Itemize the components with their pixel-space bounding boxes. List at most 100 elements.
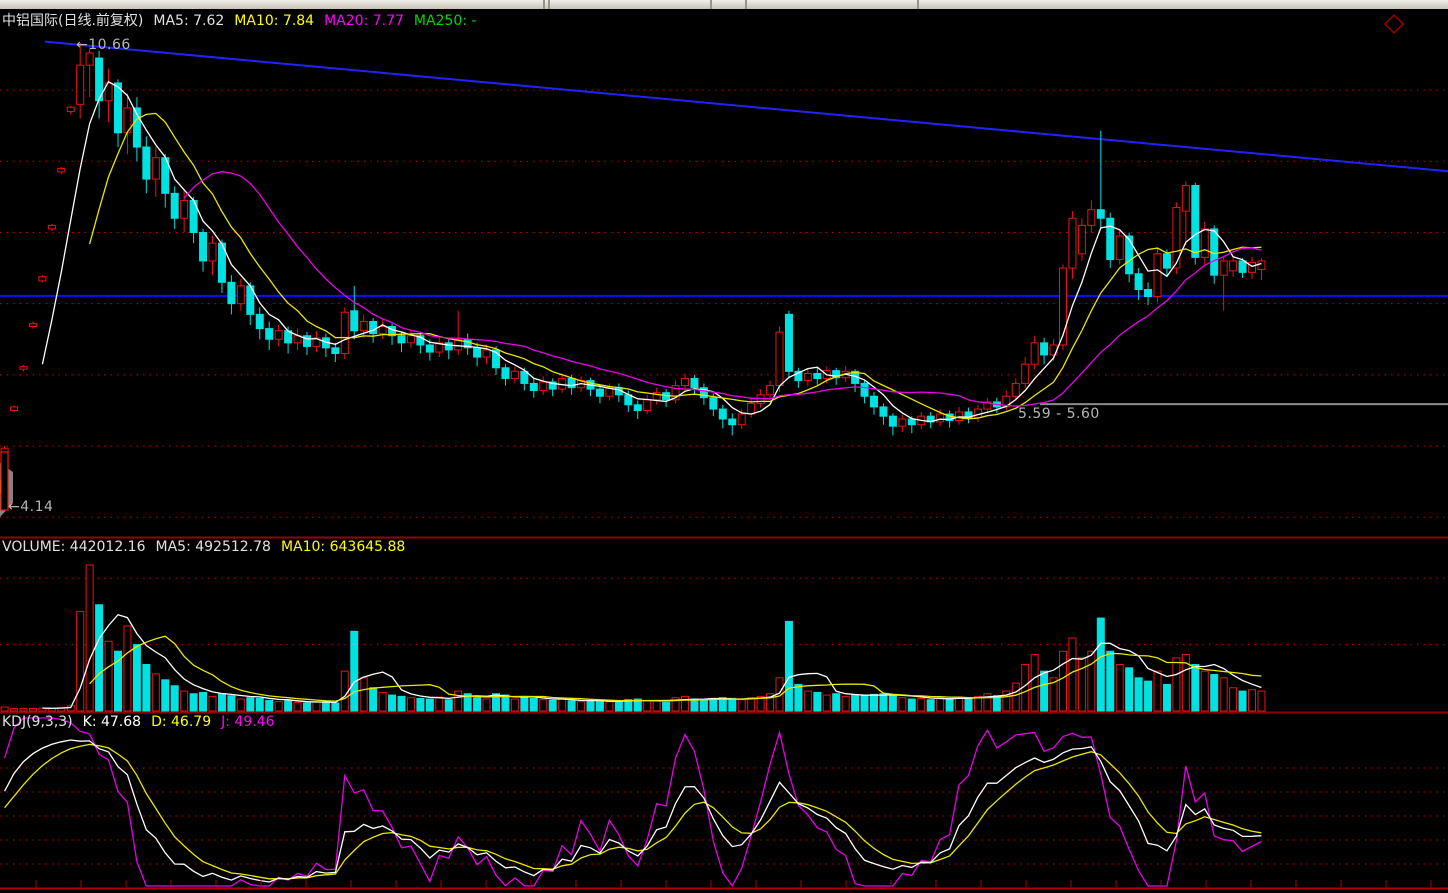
volume-bar — [1134, 677, 1143, 712]
volume-bar — [662, 701, 671, 712]
candle-body — [832, 370, 841, 379]
volume-bar — [350, 630, 359, 712]
peak-price-label: ←10.66 — [76, 37, 131, 53]
volume-bar — [1096, 617, 1105, 712]
ma10-readout: MA10: 7.84 — [234, 13, 315, 29]
candle-body — [199, 231, 208, 262]
candle-body — [548, 381, 557, 390]
candle-body — [728, 418, 737, 426]
volume-bar — [104, 640, 113, 712]
candle-body — [936, 413, 945, 423]
volume-bar — [454, 690, 463, 712]
candle-body — [870, 395, 878, 408]
candle-body — [114, 82, 122, 134]
volume-bar — [397, 695, 406, 712]
candle-body — [274, 330, 283, 340]
candle-body — [1068, 217, 1077, 269]
candle-body — [1144, 288, 1153, 298]
candle-body — [794, 370, 803, 382]
ma20-readout: MA20: 7.77 — [324, 13, 404, 29]
candle-body — [1162, 253, 1171, 269]
volume-bar — [416, 697, 425, 712]
volume-bar — [1077, 657, 1086, 712]
main-chart-header: 中铝国际(日线.前复权) MA5: 7.62 MA10: 7.84 MA20: 7.7… — [2, 10, 487, 30]
volume-bar — [142, 664, 151, 712]
trendline — [44, 40, 1448, 173]
candle-body — [95, 57, 104, 102]
candle-body — [38, 276, 47, 282]
volume-bar — [463, 693, 472, 712]
volume-bar — [983, 693, 992, 712]
volume-bar — [973, 695, 982, 712]
ma5-readout: MA5: 7.62 — [153, 13, 225, 29]
candle-body — [331, 347, 340, 355]
volume-bar — [1238, 690, 1247, 712]
kdj-area[interactable] — [0, 712, 1448, 884]
candle-body — [416, 335, 425, 346]
volume-panel-header: VOLUME: 442012.16 MA5: 492512.78 MA10: 643… — [2, 539, 415, 555]
candle-body — [76, 64, 85, 105]
main-chart-area[interactable] — [0, 9, 1448, 537]
volume-bar — [1040, 670, 1049, 712]
volume-bar — [633, 698, 642, 712]
candle-body — [1125, 235, 1134, 275]
kdj-params-label: KDJ(9,3,3) — [2, 714, 73, 730]
candle-body — [1077, 224, 1086, 255]
candle-body — [595, 388, 604, 397]
volume-bar — [1144, 680, 1153, 712]
candle-body — [539, 381, 548, 392]
candle-body — [180, 199, 189, 219]
volume-bar — [756, 695, 765, 712]
volume-bar — [170, 685, 179, 712]
volume-bar — [1002, 690, 1011, 712]
candle-body — [1011, 382, 1020, 397]
volume-bar — [539, 699, 548, 712]
candle-body — [66, 106, 75, 112]
low-price-label: ←4.14 — [8, 499, 54, 515]
vol-ma10-readout: MA10: 643645.88 — [280, 539, 406, 555]
ma250-readout: MA250: - — [413, 13, 477, 29]
vol-ma5-readout: MA5: 492512.78 — [155, 539, 271, 555]
volume-bar — [208, 695, 217, 712]
volume-area[interactable] — [0, 537, 1448, 712]
candle-body — [1229, 260, 1238, 272]
volume-bar — [473, 697, 482, 712]
time-axis — [0, 884, 1448, 893]
j-readout: J: 49.46 — [221, 714, 275, 730]
candle-body — [340, 311, 349, 355]
volume-bar — [388, 694, 397, 712]
diamond-marker-icon[interactable] — [1383, 13, 1405, 35]
candle-body — [652, 392, 661, 401]
candle-body — [397, 335, 406, 344]
volume-bar — [1219, 677, 1228, 712]
volume-bar — [425, 698, 434, 712]
volume-bar — [378, 691, 387, 712]
candle-body — [766, 385, 775, 396]
price-range-label: 5.59 - 5.60 — [1018, 406, 1100, 422]
candle-body — [454, 338, 463, 351]
volume-bar — [151, 673, 160, 712]
candle-body — [1181, 184, 1190, 212]
volume-bar — [19, 707, 28, 712]
candle-body — [170, 192, 179, 219]
candle-body — [1153, 253, 1162, 298]
volume-bar — [784, 620, 793, 712]
volume-bar — [492, 693, 500, 712]
candle-body — [510, 370, 519, 379]
candle-body — [1059, 267, 1067, 346]
volume-bar — [577, 701, 586, 712]
candle-body — [369, 320, 378, 335]
volume-bar — [265, 699, 274, 712]
volume-bar — [57, 706, 66, 712]
ma20-line — [183, 171, 1262, 407]
volume-bar — [898, 697, 907, 712]
volume-bar — [624, 699, 633, 712]
volume-bar — [199, 691, 208, 712]
volume-bar — [303, 702, 311, 712]
titlebar-divider — [917, 0, 919, 9]
volume-bar — [1257, 690, 1266, 712]
candle-body — [482, 349, 491, 358]
volume-bar — [114, 650, 122, 712]
